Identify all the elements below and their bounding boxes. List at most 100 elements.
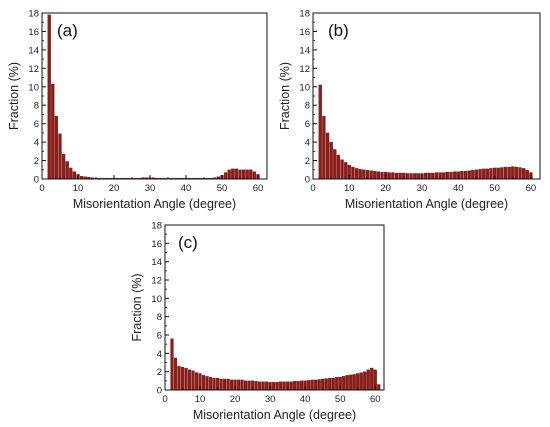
bar xyxy=(394,172,399,180)
x-tick-label: 60 xyxy=(370,394,381,405)
y-tick-label: 18 xyxy=(151,221,162,232)
bar xyxy=(351,166,355,180)
panel-label: (c) xyxy=(178,233,198,252)
bar xyxy=(289,381,293,391)
y-tick-label: 6 xyxy=(34,119,39,130)
bar xyxy=(69,167,73,180)
x-tick-label: 0 xyxy=(310,183,315,194)
y-tick-label: 4 xyxy=(157,349,162,360)
y-axis-title: Fraction (%) xyxy=(130,273,144,341)
panel-label: (b) xyxy=(328,21,349,40)
bar xyxy=(413,173,417,180)
bar xyxy=(416,173,420,180)
bar xyxy=(325,132,330,180)
bar xyxy=(427,172,431,180)
bar xyxy=(247,380,251,391)
bar xyxy=(54,116,59,180)
bar xyxy=(336,154,341,180)
bar xyxy=(328,377,332,391)
bar xyxy=(307,380,311,391)
bar xyxy=(272,382,276,391)
bar xyxy=(219,378,223,391)
x-tick-label: 50 xyxy=(489,183,500,194)
y-tick-label: 0 xyxy=(157,386,162,397)
bar xyxy=(391,172,395,180)
x-tick-label: 20 xyxy=(380,183,391,194)
y-tick-label: 2 xyxy=(305,156,310,167)
x-tick-label: 0 xyxy=(162,394,167,405)
bar xyxy=(445,171,450,180)
bar xyxy=(249,169,253,180)
bar xyxy=(236,379,241,391)
y-tick-label: 0 xyxy=(34,175,39,186)
plot-frame xyxy=(164,224,385,391)
bar xyxy=(405,173,410,180)
y-tick-label: 2 xyxy=(157,367,162,378)
bar xyxy=(261,381,265,391)
x-tick-label: 40 xyxy=(181,183,192,194)
bar xyxy=(359,372,363,391)
bar xyxy=(369,170,373,180)
chart-panel-c: 0 10 20 30 40 50 60 0 2 4 6 8 10 12 14 16 18 Misorientati… xyxy=(130,221,385,422)
bar xyxy=(241,169,246,180)
bar xyxy=(254,381,258,391)
bar xyxy=(324,378,328,391)
bar xyxy=(331,377,335,391)
bar xyxy=(65,161,69,180)
bar xyxy=(518,167,522,180)
y-tick-label: 14 xyxy=(151,257,162,268)
chart-panel-b: 0 10 20 30 40 50 60 0 2 4 6 8 10 12 14 16 18 Misorientati… xyxy=(278,9,541,211)
bar xyxy=(201,375,206,391)
bar xyxy=(300,380,304,391)
bar xyxy=(352,374,356,391)
bar xyxy=(47,14,51,180)
bar xyxy=(434,172,439,180)
x-tick-label: 30 xyxy=(265,394,276,405)
bar xyxy=(208,377,213,391)
y-tick-label: 12 xyxy=(151,276,162,287)
y-tick-label: 4 xyxy=(34,138,39,149)
bar xyxy=(423,172,428,180)
bar xyxy=(525,170,529,180)
bar xyxy=(409,173,413,180)
bar xyxy=(376,171,381,180)
bar xyxy=(356,373,360,391)
x-axis-title: Misorientation Angle (degree) xyxy=(73,197,236,211)
bar xyxy=(387,172,391,180)
bar xyxy=(258,381,262,391)
bar xyxy=(240,379,244,391)
x-tick-label: 40 xyxy=(300,394,311,405)
bar xyxy=(279,381,283,391)
x-tick-label: 50 xyxy=(335,394,346,405)
bar xyxy=(252,171,257,180)
bar xyxy=(173,357,178,391)
x-axis-title: Misorientation Angle (degree) xyxy=(193,408,356,422)
bar xyxy=(345,375,349,391)
bar xyxy=(61,153,66,180)
bar xyxy=(226,378,230,391)
y-tick-label: 18 xyxy=(28,9,39,20)
bar xyxy=(366,369,370,391)
bar xyxy=(485,168,489,180)
x-tick-label: 10 xyxy=(73,183,84,194)
bar xyxy=(370,367,374,391)
x-tick-label: 10 xyxy=(195,394,206,405)
y-tick-label: 18 xyxy=(299,9,310,20)
panel-label: (a) xyxy=(57,21,78,40)
bar xyxy=(205,376,209,391)
bar xyxy=(191,370,195,391)
bar xyxy=(310,379,314,391)
bar xyxy=(500,167,504,180)
y-tick-label: 16 xyxy=(28,27,39,38)
bar xyxy=(333,149,337,180)
bar xyxy=(318,84,322,180)
y-tick-label: 14 xyxy=(299,45,310,56)
y-tick-label: 8 xyxy=(34,101,39,112)
bar xyxy=(184,367,188,391)
y-tick-label: 10 xyxy=(28,82,39,93)
y-tick-label: 8 xyxy=(305,101,310,112)
bar xyxy=(349,374,353,391)
bar xyxy=(275,382,279,391)
bar xyxy=(51,83,55,180)
bar xyxy=(72,171,77,180)
